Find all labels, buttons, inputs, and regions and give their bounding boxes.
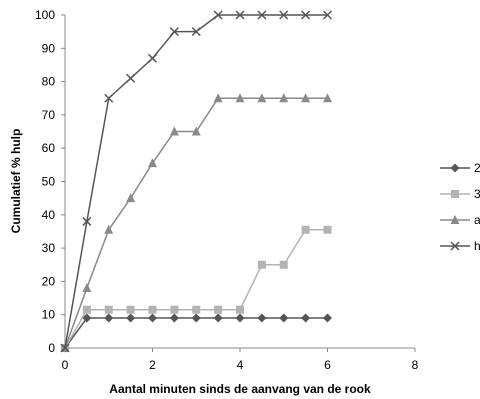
y-axis-title: Cumulatief % hulp: [9, 129, 23, 234]
y-tick-label: 20: [42, 274, 56, 288]
data-point: [126, 313, 136, 323]
x-ticks: 0 2 4 6 8: [62, 348, 419, 372]
data-point: [279, 10, 289, 20]
y-tick-label: 30: [42, 241, 56, 255]
data-point: [235, 313, 245, 323]
data-point: [148, 313, 157, 323]
data-point: [213, 313, 223, 323]
legend-item: a: [440, 213, 480, 227]
y-tick-label: 0: [48, 341, 55, 355]
data-point: [104, 224, 114, 234]
y-tick-label: 70: [42, 108, 56, 122]
x-axis-title: Aantal minuten sinds de aanvang van de r…: [109, 382, 371, 396]
data-point: [191, 126, 201, 136]
data-point: [60, 343, 70, 353]
y-tick-label: 90: [42, 41, 56, 55]
data-point: [169, 27, 179, 37]
data-point: [191, 27, 201, 37]
data-point: [236, 305, 244, 314]
legend-marker: [450, 241, 460, 251]
x-tick-label: 4: [237, 358, 244, 372]
data-point: [104, 93, 114, 103]
y-tick-label: 100: [35, 8, 55, 22]
legend-marker: [450, 215, 460, 224]
data-point: [126, 73, 136, 83]
data-point: [323, 93, 332, 103]
legend-item: 3: [440, 187, 480, 201]
data-point: [191, 313, 201, 323]
legend-label: a: [474, 213, 480, 227]
series-3: [60, 10, 333, 353]
series-group: [60, 10, 333, 353]
legend-item: h: [440, 239, 480, 253]
data-point: [257, 10, 267, 20]
legend-label: 2: [474, 161, 480, 175]
axes: [64, 15, 415, 349]
data-point: [279, 313, 289, 323]
data-point: [279, 260, 288, 269]
x-tick-label: 2: [149, 358, 156, 372]
legend-marker: [450, 163, 460, 173]
data-point: [235, 10, 245, 20]
data-point: [257, 260, 266, 269]
y-tick-label: 50: [42, 175, 56, 189]
x-tick-label: 0: [62, 358, 69, 372]
data-point: [169, 313, 179, 323]
legend: 2 3 ah: [440, 161, 480, 253]
y-ticks: 0 10 20 30 40 50 60 70 80 90 100: [35, 8, 65, 355]
data-point: [301, 313, 311, 323]
data-point: [257, 313, 267, 323]
data-point: [323, 225, 332, 234]
data-point: [192, 305, 201, 314]
data-point: [323, 313, 332, 323]
data-point: [126, 305, 135, 314]
legend-label: 3: [474, 187, 480, 201]
data-point: [104, 305, 113, 314]
data-point: [214, 305, 223, 314]
data-point: [82, 305, 91, 314]
legend-label: h: [474, 239, 480, 253]
data-point: [82, 313, 92, 323]
data-point: [322, 10, 333, 20]
data-point: [213, 10, 223, 20]
data-point: [301, 93, 311, 103]
data-point: [126, 193, 136, 203]
data-point: [82, 216, 92, 226]
legend-item: 2: [440, 161, 480, 175]
data-point: [235, 93, 245, 103]
legend-marker: [451, 190, 459, 198]
y-tick-label: 40: [42, 208, 56, 222]
y-tick-label: 60: [42, 141, 56, 155]
data-point: [148, 305, 157, 314]
data-point: [170, 305, 179, 314]
series-0: [60, 313, 332, 353]
data-point: [213, 93, 223, 103]
series-line: [64, 14, 328, 349]
data-point: [301, 225, 310, 234]
data-point: [257, 93, 267, 103]
data-point: [301, 10, 311, 20]
series-1: [61, 225, 332, 352]
y-tick-label: 80: [42, 75, 56, 89]
data-point: [279, 93, 289, 103]
data-point: [147, 53, 158, 63]
series-line: [64, 229, 328, 349]
y-tick-label: 10: [42, 308, 56, 322]
data-point: [82, 283, 92, 293]
data-point: [169, 126, 179, 136]
data-point: [148, 158, 157, 168]
x-tick-label: 8: [412, 358, 419, 372]
x-tick-label: 6: [324, 358, 331, 372]
data-point: [104, 313, 114, 323]
